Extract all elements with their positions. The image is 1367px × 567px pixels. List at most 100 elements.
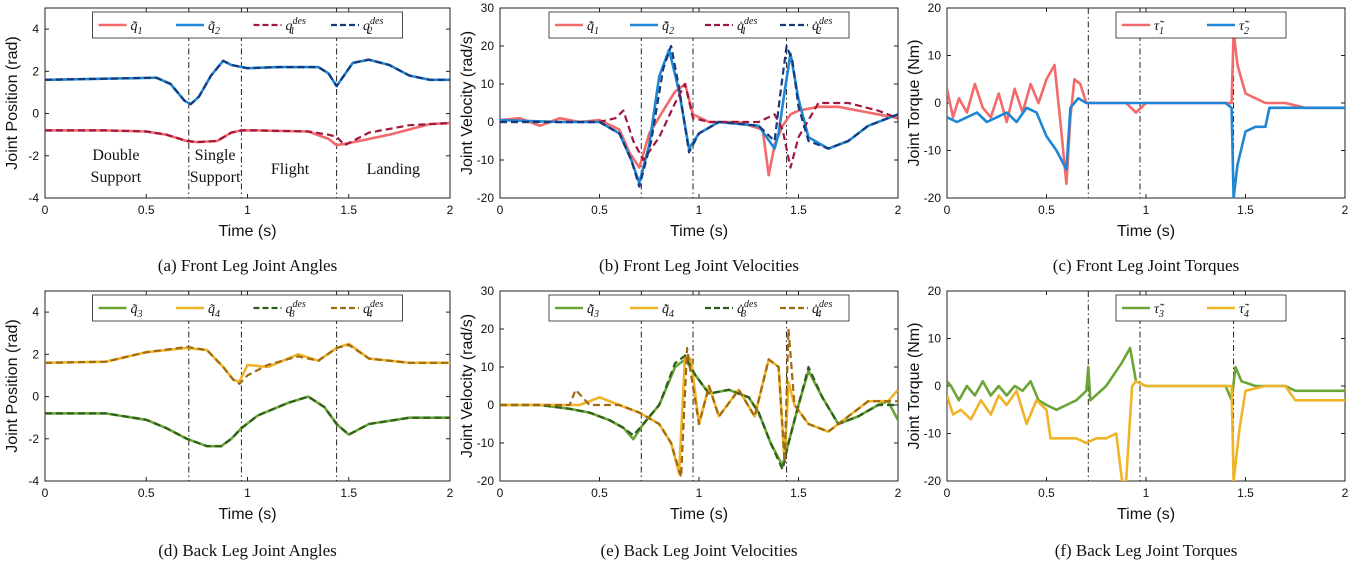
y-tick-label: 30	[481, 284, 495, 298]
x-tick-label: 0.5	[138, 203, 155, 217]
legend-entry: q̃3	[131, 302, 143, 320]
y-tick-label: 0	[32, 107, 39, 121]
x-tick-label: 0.5	[1038, 203, 1055, 217]
y-tick-label: 0	[934, 379, 941, 393]
y-axis-label: Joint Torque (Nm)	[906, 323, 923, 450]
panel-caption: (a) Front Leg Joint Angles	[158, 256, 337, 275]
x-tick-label: 1.5	[1237, 486, 1254, 500]
panel-caption: (d) Back Leg Joint Angles	[158, 541, 336, 560]
x-tick-label: 0	[42, 203, 49, 217]
legend-entry: q̇des 1	[737, 16, 757, 37]
x-tick-label: 0.5	[591, 486, 608, 500]
series-line	[500, 82, 898, 177]
y-axis-label: Joint Velocity (rad/s)	[459, 31, 476, 175]
series-line	[947, 346, 1345, 412]
legend-entry: q̃̇2	[662, 19, 674, 37]
legend-entry: qdes 3	[286, 299, 306, 320]
x-tick-label: 1	[244, 203, 251, 217]
legend-entry: q̃̇1	[587, 19, 599, 37]
panel-caption: (f) Back Leg Joint Torques	[1055, 541, 1238, 560]
series-line	[45, 342, 450, 384]
series-line	[500, 327, 898, 479]
y-tick-label: 0	[487, 398, 494, 412]
x-tick-label: 2	[447, 486, 454, 500]
y-tick-label: 0	[934, 96, 941, 110]
legend-entry: τ̃2	[1239, 19, 1250, 37]
phase-label: Flight	[271, 161, 310, 178]
phase-label: Support	[91, 169, 142, 186]
y-tick-label: 4	[32, 305, 39, 319]
panel-caption: (e) Back Leg Joint Velocities	[600, 541, 797, 560]
chart-panel: 0 0.5 1 1.5 2 -20 -10 0 10 20 30 Time (s) Joint Velo…	[459, 1, 902, 275]
y-axis-label: Joint Position (rad)	[4, 36, 21, 169]
series-line	[947, 30, 1345, 186]
x-axis-label: Time (s)	[218, 506, 276, 523]
y-tick-label: 10	[928, 332, 942, 346]
chart-panel: 0 0.5 1 1.5 2 -4 -2 0 2 4 Time (s) Joint Position (…	[4, 7, 454, 275]
x-axis-label: Time (s)	[670, 506, 728, 523]
series-line	[500, 358, 898, 468]
x-tick-label: 1	[696, 486, 703, 500]
x-tick-label: 1.5	[340, 203, 357, 217]
y-tick-label: 20	[928, 1, 942, 15]
series-line	[500, 82, 898, 169]
series-line	[45, 343, 450, 385]
legend-entry: q̃̇4	[662, 302, 674, 320]
x-tick-label: 1.5	[340, 486, 357, 500]
legend-entry: q̃̇3	[587, 302, 599, 320]
y-tick-label: 4	[32, 22, 39, 36]
legend-entry: τ̃3	[1154, 302, 1165, 320]
series-line	[500, 354, 898, 471]
chart-panel: 0 0.5 1 1.5 2 -20 -10 0 10 20 30 Time (s) Joint Velo…	[459, 284, 902, 560]
chart-panel: 0 0.5 1 1.5 2 -20 -10 0 10 20 Time (s) Joint Torque…	[906, 1, 1349, 275]
legend-entry: q̇des 4	[812, 299, 832, 320]
legend-entry: q̇des 2	[812, 16, 832, 37]
y-tick-label: -20	[924, 191, 942, 205]
x-tick-label: 1.5	[790, 486, 807, 500]
y-tick-label: -4	[28, 191, 39, 205]
phase-label: Single	[195, 147, 236, 164]
y-tick-label: -20	[924, 474, 942, 488]
y-tick-label: -20	[477, 474, 495, 488]
legend-entry: τ̃4	[1239, 302, 1250, 320]
series-line	[45, 395, 450, 448]
series-line	[45, 58, 450, 106]
legend-entry: qdes 2	[363, 16, 383, 37]
legend-entry: q̃2	[208, 19, 220, 37]
x-tick-label: 0	[42, 486, 49, 500]
y-tick-label: 20	[481, 322, 495, 336]
x-tick-label: 1.5	[790, 203, 807, 217]
y-tick-label: 20	[928, 284, 942, 298]
series-line	[500, 354, 898, 475]
x-tick-label: 1	[1143, 486, 1150, 500]
x-tick-label: 0	[944, 203, 951, 217]
phase-label: Double	[92, 147, 139, 164]
x-tick-label: 2	[447, 203, 454, 217]
series-line	[947, 380, 1345, 481]
x-tick-label: 0	[944, 486, 951, 500]
panel-caption: (b) Front Leg Joint Velocities	[599, 256, 799, 275]
x-tick-label: 1	[696, 203, 703, 217]
series-line	[500, 44, 898, 188]
y-tick-label: 10	[481, 77, 495, 91]
y-tick-label: -10	[924, 144, 942, 158]
x-tick-label: 1	[244, 486, 251, 500]
y-tick-label: 0	[32, 390, 39, 404]
y-tick-label: -2	[28, 432, 39, 446]
legend-entry: q̃4	[208, 302, 220, 320]
x-axis-label: Time (s)	[218, 223, 276, 240]
legend-entry: qdes 4	[363, 299, 383, 320]
panel-caption: (c) Front Leg Joint Torques	[1053, 256, 1239, 275]
x-axis-label: Time (s)	[670, 223, 728, 240]
series-line	[45, 58, 450, 106]
y-tick-label: 10	[928, 49, 942, 63]
y-axis-label: Joint Position (rad)	[4, 319, 21, 452]
y-axis-label: Joint Velocity (rad/s)	[459, 314, 476, 458]
legend-box	[1115, 294, 1287, 322]
legend-entry: q̇des 3	[737, 299, 757, 320]
x-tick-label: 0	[497, 486, 504, 500]
legend-entry: qdes 1	[286, 16, 306, 37]
y-tick-label: 2	[32, 64, 39, 78]
legend-entry: τ̃1	[1154, 19, 1165, 37]
